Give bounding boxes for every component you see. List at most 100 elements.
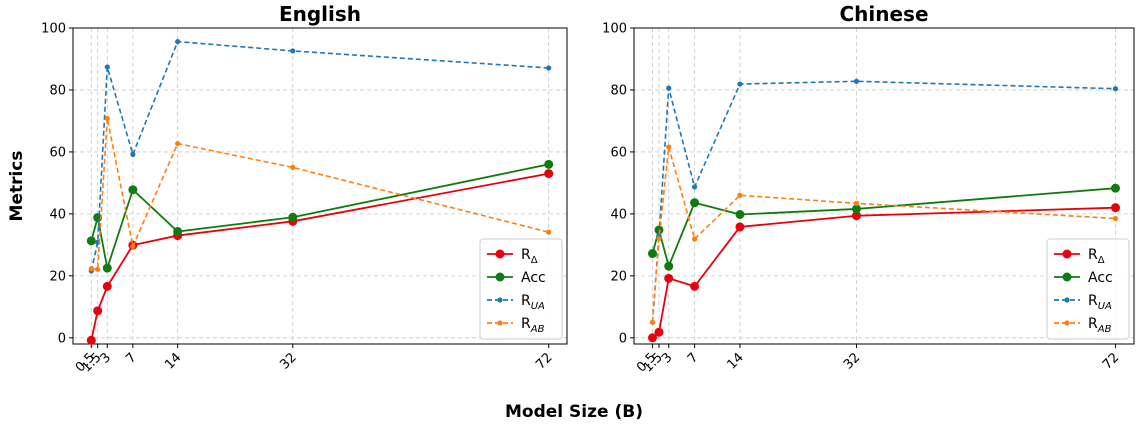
data-point-acc — [173, 227, 183, 237]
series-line-r_ua — [651, 80, 1116, 323]
data-point-r_delta — [648, 333, 658, 343]
legend-label-main: R — [1088, 293, 1098, 309]
data-point-r_ua — [104, 64, 110, 70]
data-point-r_ab — [666, 144, 672, 150]
data-point-r_ab — [656, 236, 662, 242]
legend-swatch-marker — [1064, 297, 1070, 303]
data-point-acc — [851, 204, 861, 214]
data-point-r_ab — [737, 192, 743, 198]
data-point-r_ab — [692, 236, 698, 242]
data-point-r_ab — [649, 319, 656, 325]
data-point-acc — [1110, 183, 1120, 193]
data-point-r_ab — [175, 140, 181, 147]
data-point-r_delta — [735, 222, 745, 232]
y-tick-label: 20 — [49, 269, 66, 284]
legend-swatch-marker — [1062, 249, 1072, 259]
data-point-r_ab — [546, 229, 552, 235]
data-point-r_ab — [1112, 215, 1119, 222]
legend-box — [1046, 238, 1130, 340]
legend-swatch-marker — [1064, 320, 1070, 326]
chart-title: Chinese — [839, 2, 928, 26]
legend-label-subscript: UA — [531, 301, 545, 312]
data-point-acc — [288, 212, 298, 222]
data-point-r_ua — [1112, 86, 1119, 92]
data-point-acc — [735, 210, 745, 220]
data-point-r_delta — [1110, 203, 1120, 213]
y-tick-label: 40 — [610, 207, 627, 222]
data-point-r_delta — [654, 327, 664, 337]
data-point-acc — [86, 236, 96, 246]
legend-label: RUA — [521, 293, 545, 312]
data-point-r_ab — [290, 164, 296, 171]
legend-label: RAB — [521, 316, 545, 335]
data-point-r_ua — [692, 184, 698, 190]
x-tick-label: 14 — [724, 350, 746, 372]
legend-label-main: Acc — [1088, 270, 1113, 286]
data-point-r_delta — [690, 281, 700, 291]
series-line-acc — [651, 187, 1116, 270]
y-tick-label: 60 — [49, 145, 66, 160]
legend-label-main: R — [521, 316, 531, 332]
legend-box — [479, 238, 563, 340]
legend-swatch-marker — [495, 272, 505, 282]
legend-label-main: R — [1088, 247, 1098, 263]
data-point-acc — [544, 159, 554, 169]
data-point-r_delta — [93, 306, 103, 316]
legend-label-subscript: AB — [530, 324, 545, 335]
y-tick-label: 100 — [41, 22, 66, 37]
data-point-r_delta — [851, 211, 861, 221]
data-point-r_ab — [853, 200, 860, 206]
x-tick-label: 32 — [277, 350, 299, 372]
x-tick-label: 72 — [533, 350, 555, 372]
legend-label: RΔ — [1088, 247, 1105, 266]
data-point-acc — [664, 261, 674, 271]
data-point-r_ab — [130, 243, 136, 250]
data-point-r_ua — [737, 81, 743, 87]
plot-frame — [72, 27, 568, 345]
data-point-r_delta — [544, 169, 554, 179]
legend-label-subscript: AB — [1097, 324, 1112, 335]
x-tick-label: 7 — [123, 350, 139, 366]
series-line-r_delta — [651, 206, 1116, 339]
data-point-r_delta — [86, 335, 96, 345]
y-axis-label: Metrics — [7, 151, 27, 222]
legend-label-subscript: Δ — [531, 255, 538, 266]
legend-label-subscript: UA — [1098, 301, 1112, 312]
data-point-r_ua — [546, 65, 552, 71]
data-point-acc — [128, 185, 138, 195]
y-tick-label: 40 — [49, 207, 66, 222]
legend-label: RAB — [1088, 316, 1112, 335]
x-tick-label: 32 — [841, 350, 863, 372]
data-point-r_ua — [175, 39, 181, 45]
data-point-acc — [690, 198, 700, 208]
data-point-r_ua — [130, 151, 136, 157]
y-tick-label: 60 — [610, 145, 627, 160]
chart-title: English — [279, 2, 361, 26]
y-tick-label: 100 — [602, 22, 627, 37]
legend-swatch-marker — [495, 249, 505, 259]
legend-label-main: R — [1088, 316, 1098, 332]
data-point-r_ab — [88, 266, 94, 272]
data-point-acc — [102, 263, 112, 273]
data-point-acc — [648, 249, 658, 259]
series-line-r_ab — [651, 146, 1116, 323]
legend-label: RUA — [1088, 293, 1112, 312]
data-point-r_ab — [104, 115, 110, 122]
y-tick-label: 0 — [619, 331, 627, 346]
legend-swatch-marker — [497, 320, 503, 326]
x-tick-label: 14 — [162, 350, 184, 372]
data-point-r_delta — [102, 281, 112, 291]
plot-frame — [633, 27, 1135, 345]
x-tick-label: 7 — [685, 350, 701, 366]
legend-label-main: R — [521, 247, 531, 263]
y-tick-label: 20 — [610, 269, 627, 284]
legend-label-subscript: Δ — [1098, 255, 1105, 266]
legend-label-main: Acc — [521, 270, 546, 286]
data-point-r_ua — [290, 48, 296, 54]
data-point-r_delta — [664, 273, 674, 283]
y-tick-label: 80 — [49, 83, 66, 98]
